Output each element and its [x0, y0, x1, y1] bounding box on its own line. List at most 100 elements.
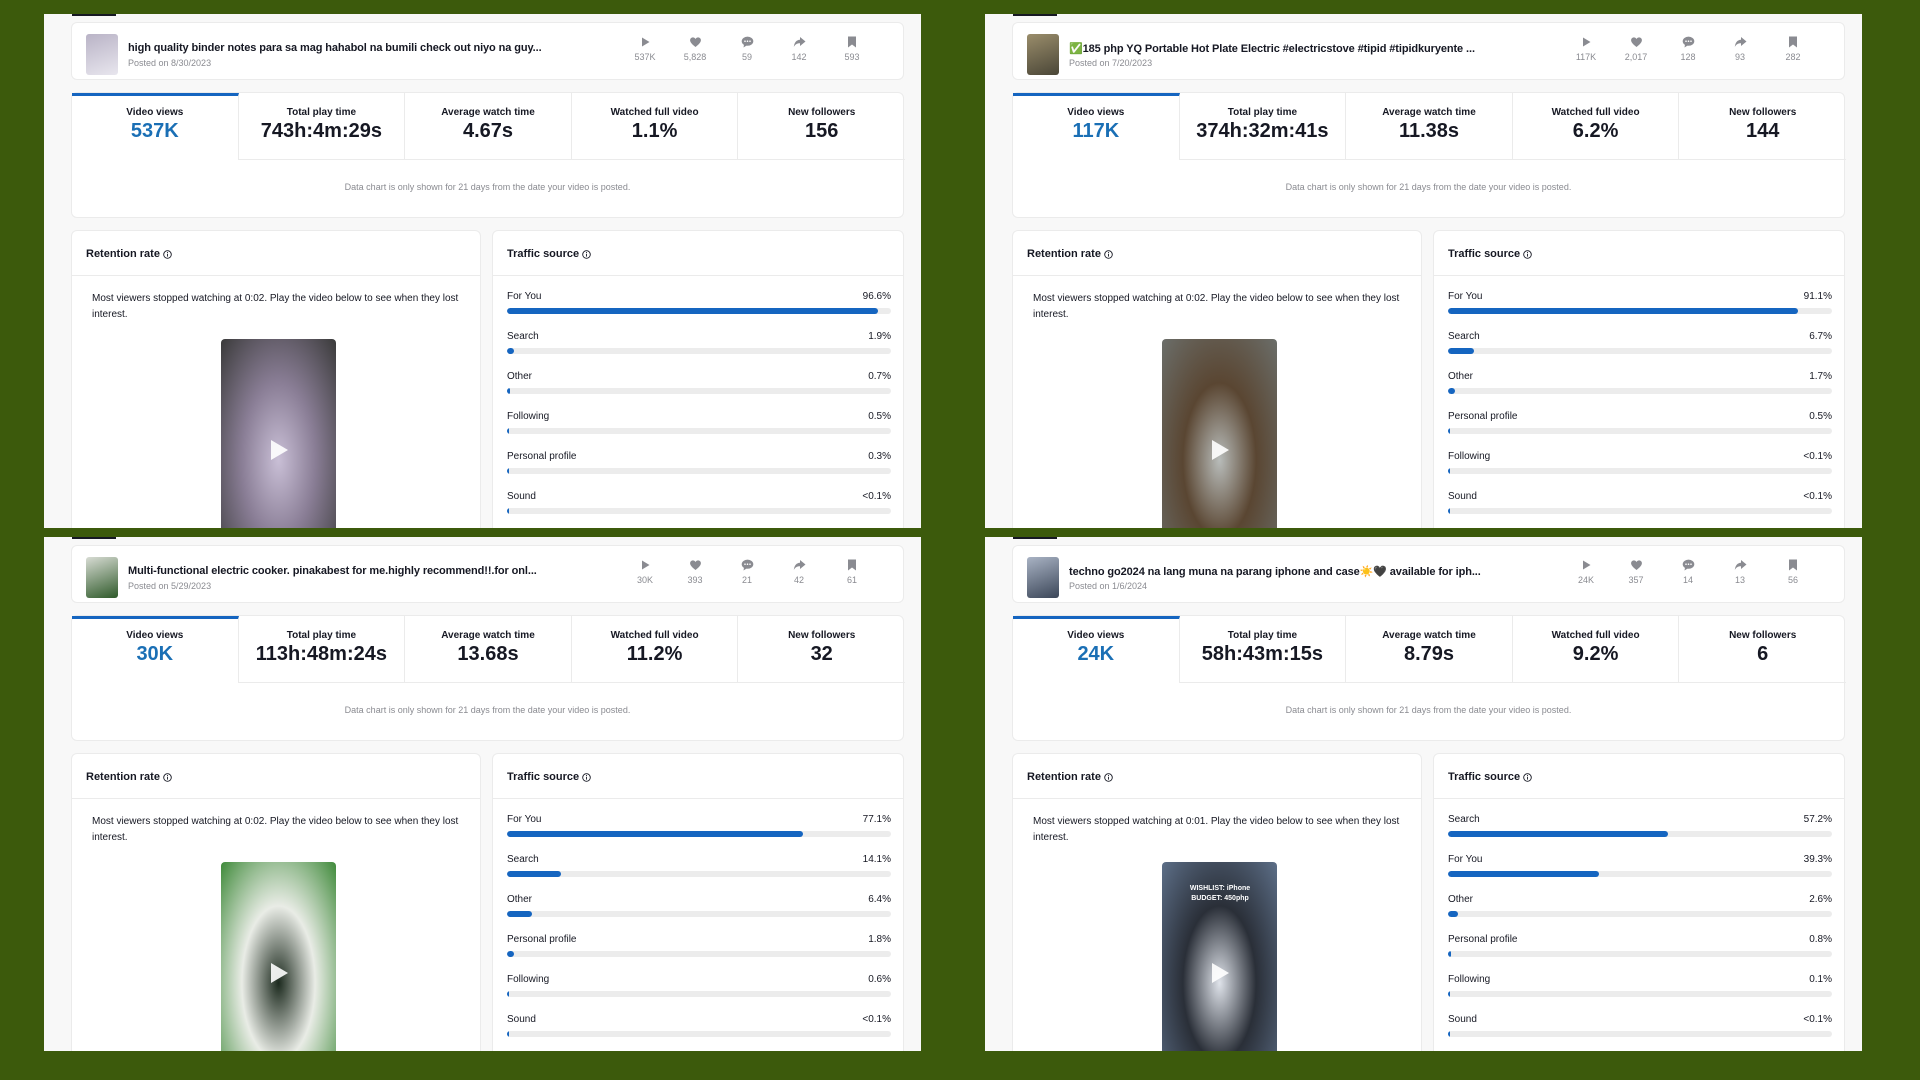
traffic-bar-track — [507, 911, 891, 917]
traffic-source-card: Traffic source Search 57.2% For You 39.3% Oth… — [1433, 753, 1845, 1051]
video-header[interactable]: techno go2024 na lang muna na parang iph… — [1012, 545, 1845, 603]
video-header[interactable]: ✅185 php YQ Portable Hot Plate Electric … — [1012, 22, 1845, 80]
retention-title: Retention rate — [86, 248, 172, 260]
play-icon[interactable] — [1210, 962, 1230, 989]
traffic-bar-track — [507, 308, 891, 314]
video-header[interactable]: high quality binder notes para sa mag ha… — [71, 22, 904, 80]
traffic-label: Personal profile — [507, 451, 577, 462]
metric-tab-video-views[interactable]: Video views 537K — [72, 93, 239, 160]
metric-tab-new-followers[interactable]: New followers 32 — [738, 616, 905, 683]
divider — [72, 275, 480, 276]
video-title[interactable]: techno go2024 na lang muna na parang iph… — [1069, 566, 1481, 578]
traffic-label: For You — [1448, 854, 1483, 865]
metric-label: Average watch time — [1382, 630, 1476, 641]
metric-tab-total-play-time[interactable]: Total play time 374h:32m:41s — [1179, 93, 1347, 160]
traffic-source-card: Traffic source For You 91.1% Search 6.7% Othe… — [1433, 230, 1845, 528]
traffic-bar-fill — [1448, 428, 1451, 434]
traffic-bar-fill — [507, 831, 804, 837]
traffic-row: Sound <0.1% — [1448, 491, 1832, 521]
metric-tab-average-watch-time[interactable]: Average watch time 11.38s — [1346, 93, 1513, 160]
video-thumbnail[interactable] — [1027, 34, 1059, 75]
metric-tab-video-views[interactable]: Video views 30K — [72, 616, 239, 683]
stat-comments: 21 — [727, 559, 767, 585]
metric-tab-new-followers[interactable]: New followers 6 — [1679, 616, 1846, 683]
stat-views-value: 30K — [636, 575, 653, 585]
video-header[interactable]: Multi-functional electric cooker. pinaka… — [71, 545, 904, 603]
stat-likes: 393 — [675, 559, 715, 585]
traffic-percent: <0.1% — [1803, 491, 1832, 502]
data-chart-note: Data chart is only shown for 21 days fro… — [344, 182, 631, 192]
retention-card: Retention rate Most viewers stopped watch… — [71, 230, 481, 528]
traffic-label: Personal profile — [1448, 934, 1518, 945]
metric-tab-total-play-time[interactable]: Total play time 743h:4m:29s — [238, 93, 406, 160]
traffic-row: Other 0.7% — [507, 371, 891, 401]
info-icon[interactable] — [1101, 248, 1113, 260]
info-icon[interactable] — [160, 771, 172, 783]
traffic-bar-fill — [507, 348, 515, 354]
metric-value: 1.1% — [631, 120, 678, 142]
video-preview[interactable] — [221, 862, 336, 1051]
traffic-row: Sound <0.1% — [507, 1014, 891, 1044]
traffic-bar-fill — [1448, 308, 1798, 314]
metric-tab-watched-full-video[interactable]: Watched full video 11.2% — [571, 616, 739, 683]
metric-tab-watched-full-video[interactable]: Watched full video 6.2% — [1512, 93, 1680, 160]
posted-date: Posted on 7/20/2023 — [1069, 58, 1153, 68]
retention-title-text: Retention rate — [86, 771, 160, 783]
traffic-label: Following — [1448, 451, 1491, 462]
stat-shares: 13 — [1720, 559, 1760, 585]
info-icon[interactable] — [1520, 771, 1532, 783]
info-icon[interactable] — [579, 771, 591, 783]
metric-tab-video-views[interactable]: Video views 117K — [1013, 93, 1180, 160]
metric-tab-watched-full-video[interactable]: Watched full video 1.1% — [571, 93, 739, 160]
share-icon — [1720, 559, 1760, 571]
info-icon[interactable] — [579, 248, 591, 260]
stat-shares: 142 — [779, 36, 819, 62]
traffic-percent: 0.5% — [1809, 411, 1832, 422]
play-icon[interactable] — [269, 962, 289, 989]
video-thumbnail[interactable] — [86, 34, 118, 75]
metric-tab-average-watch-time[interactable]: Average watch time 8.79s — [1346, 616, 1513, 683]
info-icon[interactable] — [160, 248, 172, 260]
metric-tab-average-watch-time[interactable]: Average watch time 13.68s — [405, 616, 572, 683]
video-preview[interactable]: WISHLIST: iPhone BUDGET: 450php — [1162, 862, 1277, 1051]
traffic-bar-track — [507, 428, 891, 434]
metric-value: 6 — [1757, 643, 1769, 665]
metric-label: Watched full video — [610, 107, 699, 118]
traffic-label: Personal profile — [507, 934, 577, 945]
metric-tab-video-views[interactable]: Video views 24K — [1013, 616, 1180, 683]
video-title[interactable]: ✅185 php YQ Portable Hot Plate Electric … — [1069, 43, 1475, 55]
video-title[interactable]: high quality binder notes para sa mag ha… — [128, 42, 542, 54]
stat-views-value: 537K — [634, 52, 656, 62]
metric-tab-average-watch-time[interactable]: Average watch time 4.67s — [405, 93, 572, 160]
info-icon[interactable] — [1520, 248, 1532, 260]
stat-saves-value: 56 — [1787, 575, 1798, 585]
video-preview[interactable] — [1162, 339, 1277, 528]
play-icon[interactable] — [1210, 439, 1230, 466]
traffic-label: For You — [1448, 291, 1483, 302]
metric-label: Total play time — [286, 630, 357, 641]
stat-likes-value: 5,828 — [683, 52, 707, 62]
analytics-panel: ✅185 php YQ Portable Hot Plate Electric … — [985, 14, 1862, 528]
metric-tab-total-play-time[interactable]: Total play time 58h:43m:15s — [1179, 616, 1347, 683]
traffic-title-text: Traffic source — [1448, 248, 1521, 260]
metrics-card: Video views 117K Total play time 374h:32m:4… — [1012, 92, 1846, 218]
play-icon[interactable] — [269, 439, 289, 466]
video-thumbnail[interactable] — [1027, 557, 1059, 598]
video-preview[interactable] — [221, 339, 336, 528]
video-title[interactable]: Multi-functional electric cooker. pinaka… — [128, 565, 537, 577]
traffic-label: Following — [1448, 974, 1491, 985]
comment-icon — [1668, 36, 1708, 48]
traffic-bar-fill — [507, 991, 510, 997]
metric-tab-watched-full-video[interactable]: Watched full video 9.2% — [1512, 616, 1680, 683]
stat-views-value: 117K — [1575, 52, 1597, 62]
metric-value: 6.2% — [1572, 120, 1619, 142]
metric-tab-new-followers[interactable]: New followers 144 — [1679, 93, 1846, 160]
metric-tab-new-followers[interactable]: New followers 156 — [738, 93, 905, 160]
play-icon — [1566, 36, 1606, 48]
info-icon[interactable] — [1101, 771, 1113, 783]
traffic-row: For You 77.1% — [507, 814, 891, 844]
video-thumbnail[interactable] — [86, 557, 118, 598]
metric-tab-total-play-time[interactable]: Total play time 113h:48m:24s — [238, 616, 406, 683]
traffic-label: Other — [507, 894, 533, 905]
metric-label: Average watch time — [441, 630, 535, 641]
